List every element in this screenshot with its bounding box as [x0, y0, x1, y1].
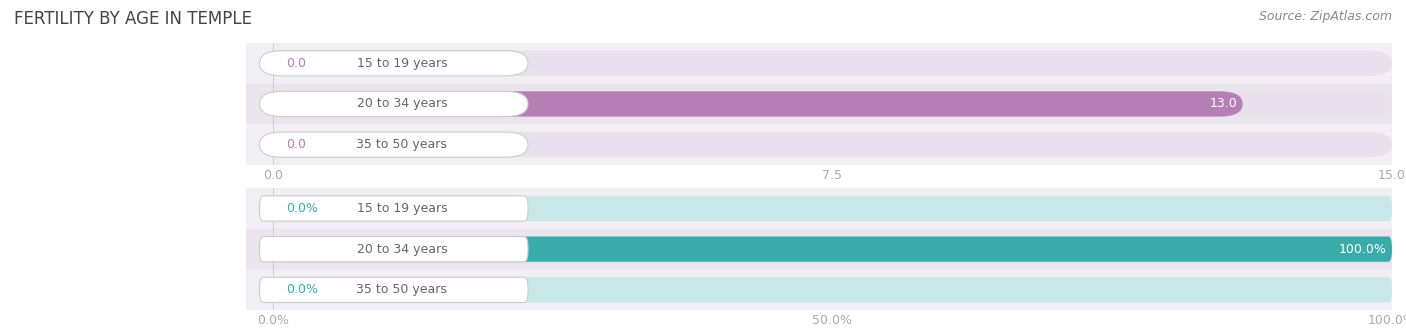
FancyBboxPatch shape	[273, 50, 1392, 76]
FancyBboxPatch shape	[260, 237, 529, 262]
Text: 15 to 19 years: 15 to 19 years	[357, 57, 447, 70]
FancyBboxPatch shape	[260, 91, 529, 116]
FancyBboxPatch shape	[260, 132, 529, 157]
FancyBboxPatch shape	[273, 237, 1392, 262]
Text: 13.0: 13.0	[1209, 97, 1237, 111]
Bar	[246, 43, 1392, 83]
FancyBboxPatch shape	[273, 277, 1392, 303]
Text: 0.0: 0.0	[287, 57, 307, 70]
Text: FERTILITY BY AGE IN TEMPLE: FERTILITY BY AGE IN TEMPLE	[14, 10, 252, 28]
Text: 35 to 50 years: 35 to 50 years	[356, 138, 447, 151]
Text: 20 to 34 years: 20 to 34 years	[357, 243, 447, 256]
FancyBboxPatch shape	[273, 132, 1392, 157]
Text: 35 to 50 years: 35 to 50 years	[356, 283, 447, 296]
FancyBboxPatch shape	[273, 196, 1392, 221]
FancyBboxPatch shape	[260, 196, 529, 221]
FancyBboxPatch shape	[260, 277, 529, 303]
Bar	[246, 83, 1392, 124]
FancyBboxPatch shape	[260, 50, 529, 76]
Text: 20 to 34 years: 20 to 34 years	[357, 97, 447, 111]
Text: 100.0%: 100.0%	[1339, 243, 1386, 256]
Bar	[246, 270, 1392, 310]
FancyBboxPatch shape	[273, 91, 1243, 116]
FancyBboxPatch shape	[273, 237, 1392, 262]
Text: 0.0%: 0.0%	[287, 202, 318, 215]
Text: 0.0%: 0.0%	[287, 283, 318, 296]
Text: 15 to 19 years: 15 to 19 years	[357, 202, 447, 215]
Bar	[246, 124, 1392, 165]
FancyBboxPatch shape	[273, 91, 1392, 116]
Bar	[246, 229, 1392, 270]
Text: 0.0: 0.0	[287, 138, 307, 151]
Bar	[246, 188, 1392, 229]
Text: Source: ZipAtlas.com: Source: ZipAtlas.com	[1258, 10, 1392, 23]
